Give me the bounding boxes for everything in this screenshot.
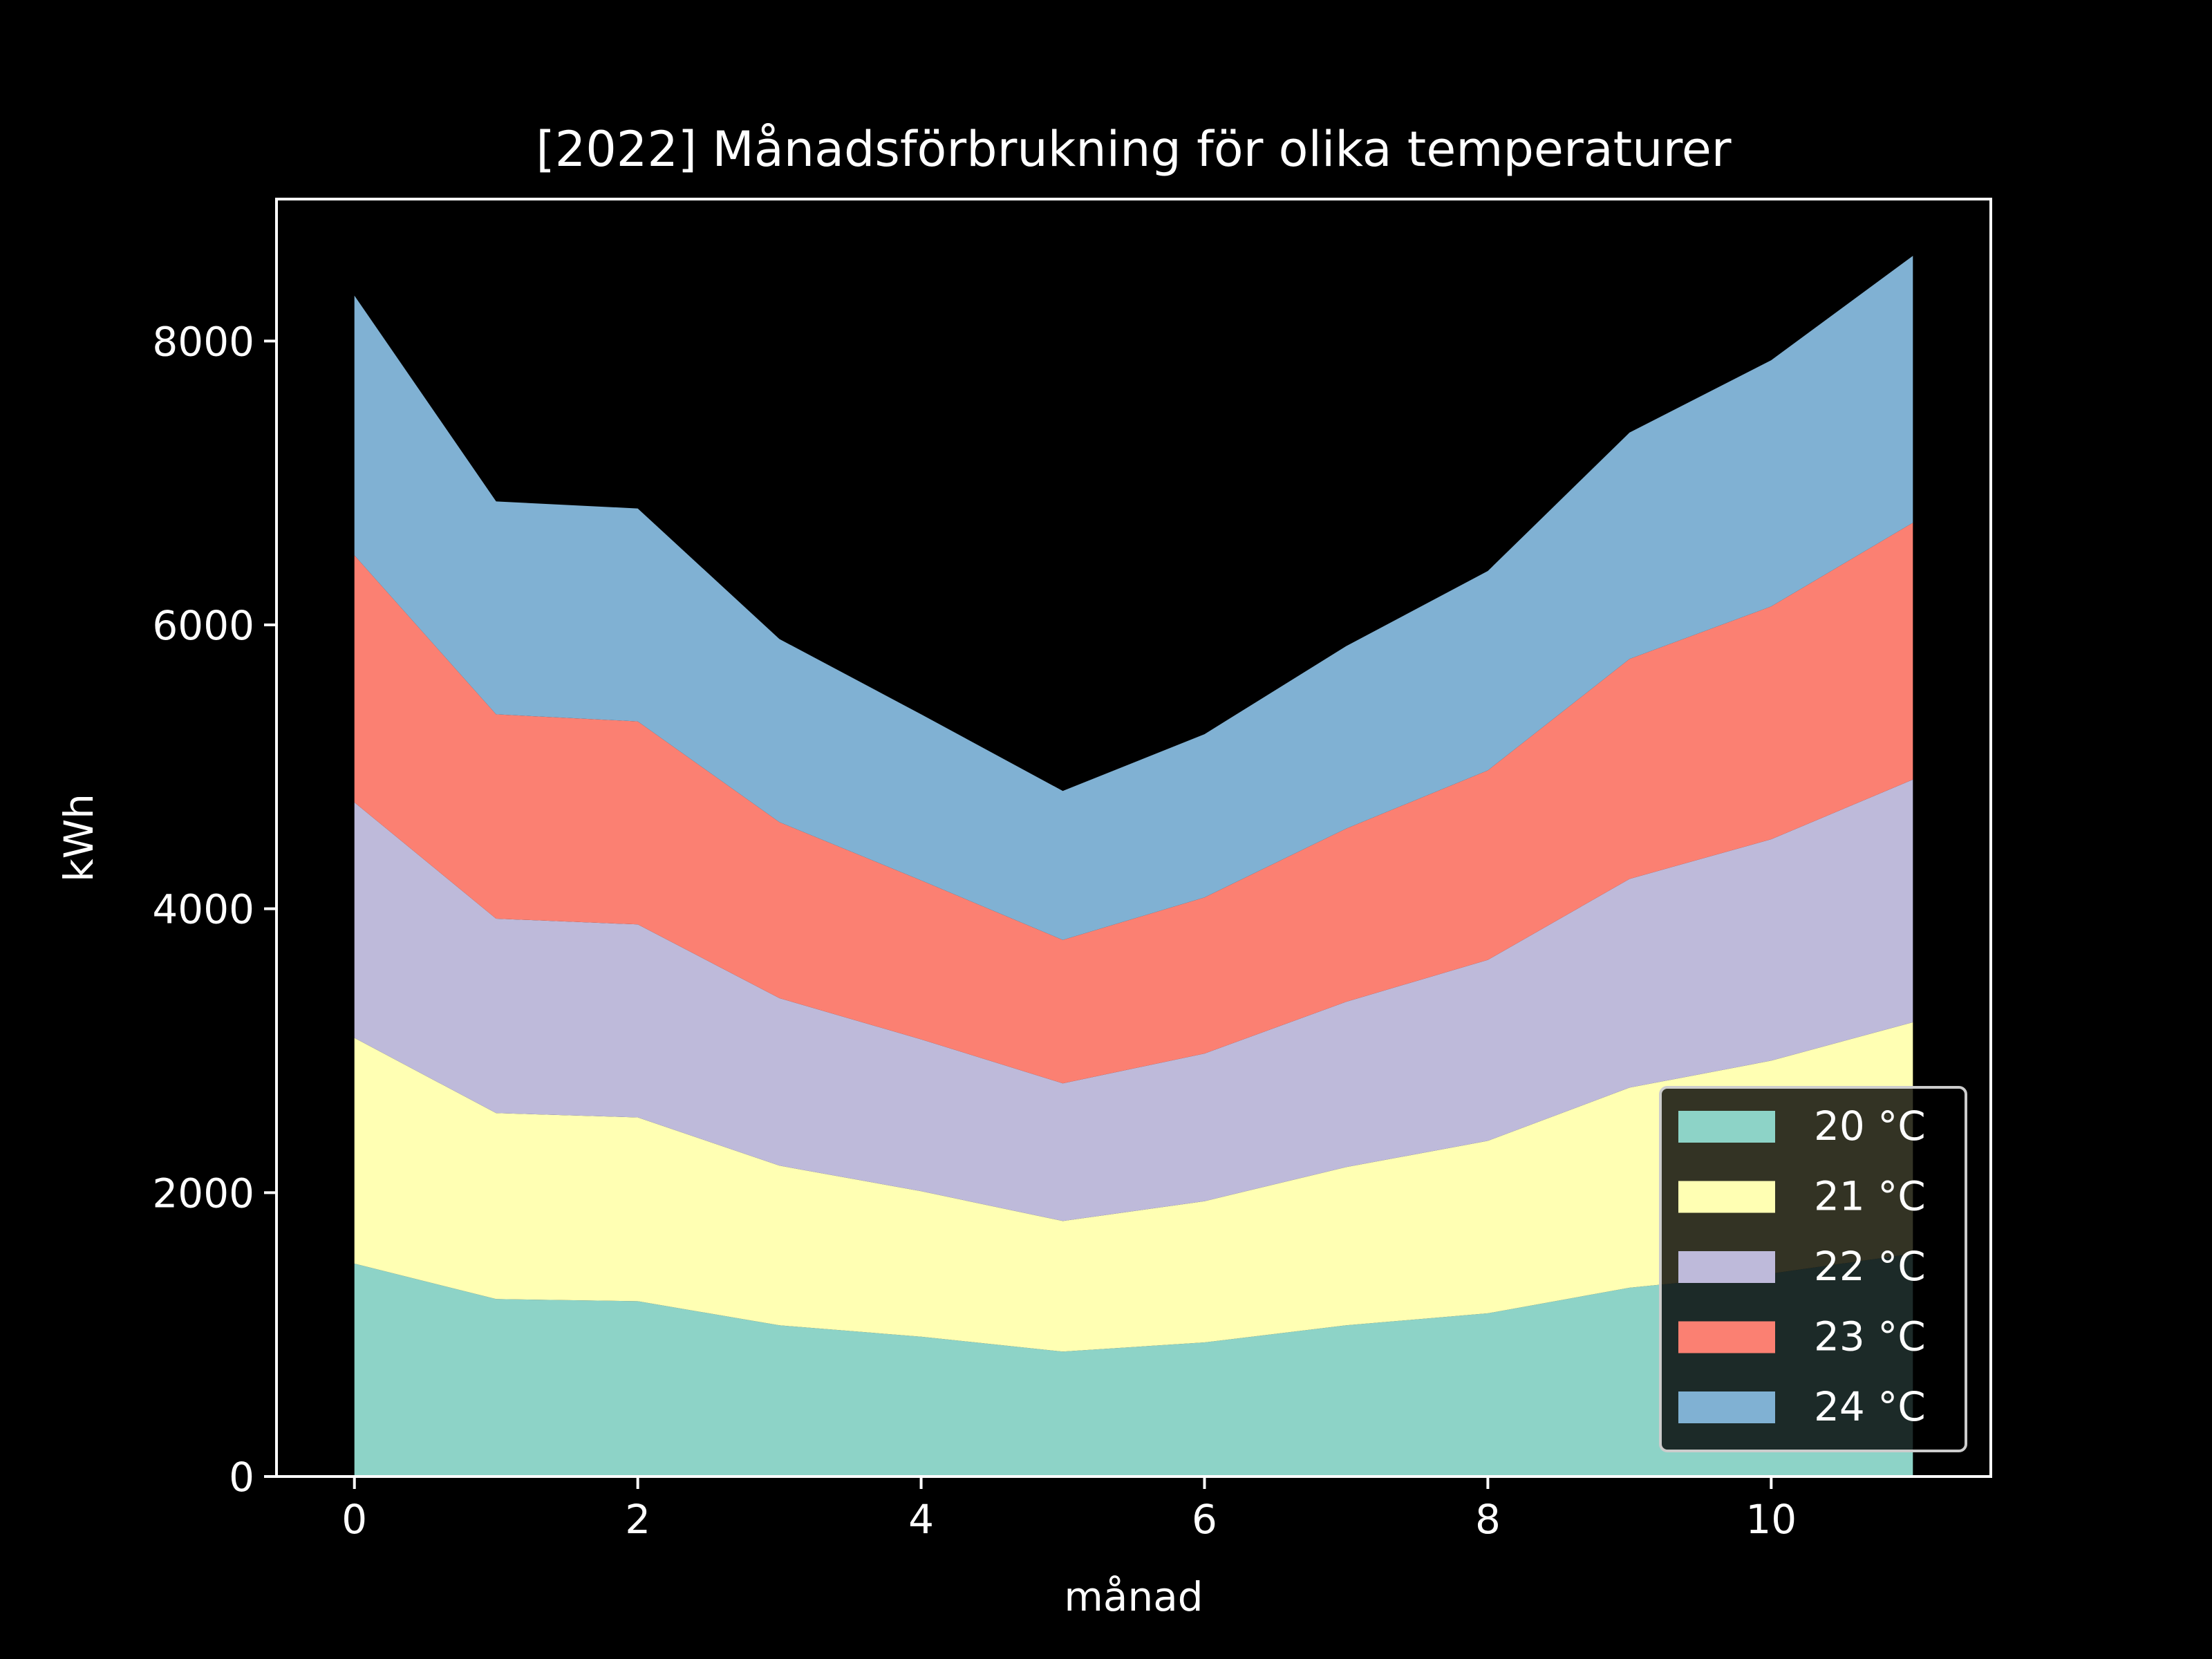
- x-tick-label: 6: [1192, 1496, 1217, 1543]
- legend-swatch: [1678, 1181, 1775, 1213]
- legend-swatch: [1678, 1321, 1775, 1353]
- y-axis-ticks: 0 2000 4000 6000 8000: [152, 318, 276, 1501]
- x-tick-label: 4: [908, 1496, 934, 1543]
- area-series-1: [354, 1022, 1913, 1352]
- x-tick-label: 8: [1475, 1496, 1501, 1543]
- y-tick-label: 4000: [152, 886, 254, 933]
- x-tick-label: 2: [625, 1496, 650, 1543]
- x-axis-ticks: 0 2 4 6 8 10: [341, 1477, 1797, 1543]
- area-series-2: [354, 779, 1913, 1221]
- x-tick-label: 10: [1745, 1496, 1797, 1543]
- legend-label: 22 °C: [1814, 1243, 1926, 1290]
- legend-box: [1659, 1086, 1967, 1452]
- y-tick-label: 6000: [152, 602, 254, 649]
- y-tick-label: 2000: [152, 1170, 254, 1217]
- legend-label: 23 °C: [1814, 1313, 1926, 1360]
- chart-title: [2022] Månadsförbrukning för olika tempe…: [536, 121, 1731, 178]
- legend-label: 21 °C: [1814, 1173, 1926, 1220]
- area-series-group: [354, 256, 1913, 1477]
- legend: 20 °C 21 °C 22 °C 23 °C 24 °C: [1659, 1086, 1967, 1452]
- legend-swatch: [1678, 1111, 1775, 1143]
- legend-swatch: [1678, 1251, 1775, 1283]
- y-tick-label: 0: [229, 1454, 254, 1501]
- legend-label: 24 °C: [1814, 1383, 1926, 1430]
- plot-frame: [275, 198, 1992, 1478]
- legend-label: 20 °C: [1814, 1103, 1926, 1150]
- x-axis-label: månad: [1064, 1573, 1203, 1620]
- area-series-0: [354, 1253, 1913, 1477]
- x-tick-label: 0: [341, 1496, 367, 1543]
- legend-swatch: [1678, 1391, 1775, 1423]
- y-tick-label: 8000: [152, 318, 254, 365]
- y-axis-label: kWh: [55, 794, 102, 882]
- area-series-3: [354, 523, 1913, 1084]
- area-series-4: [354, 256, 1913, 940]
